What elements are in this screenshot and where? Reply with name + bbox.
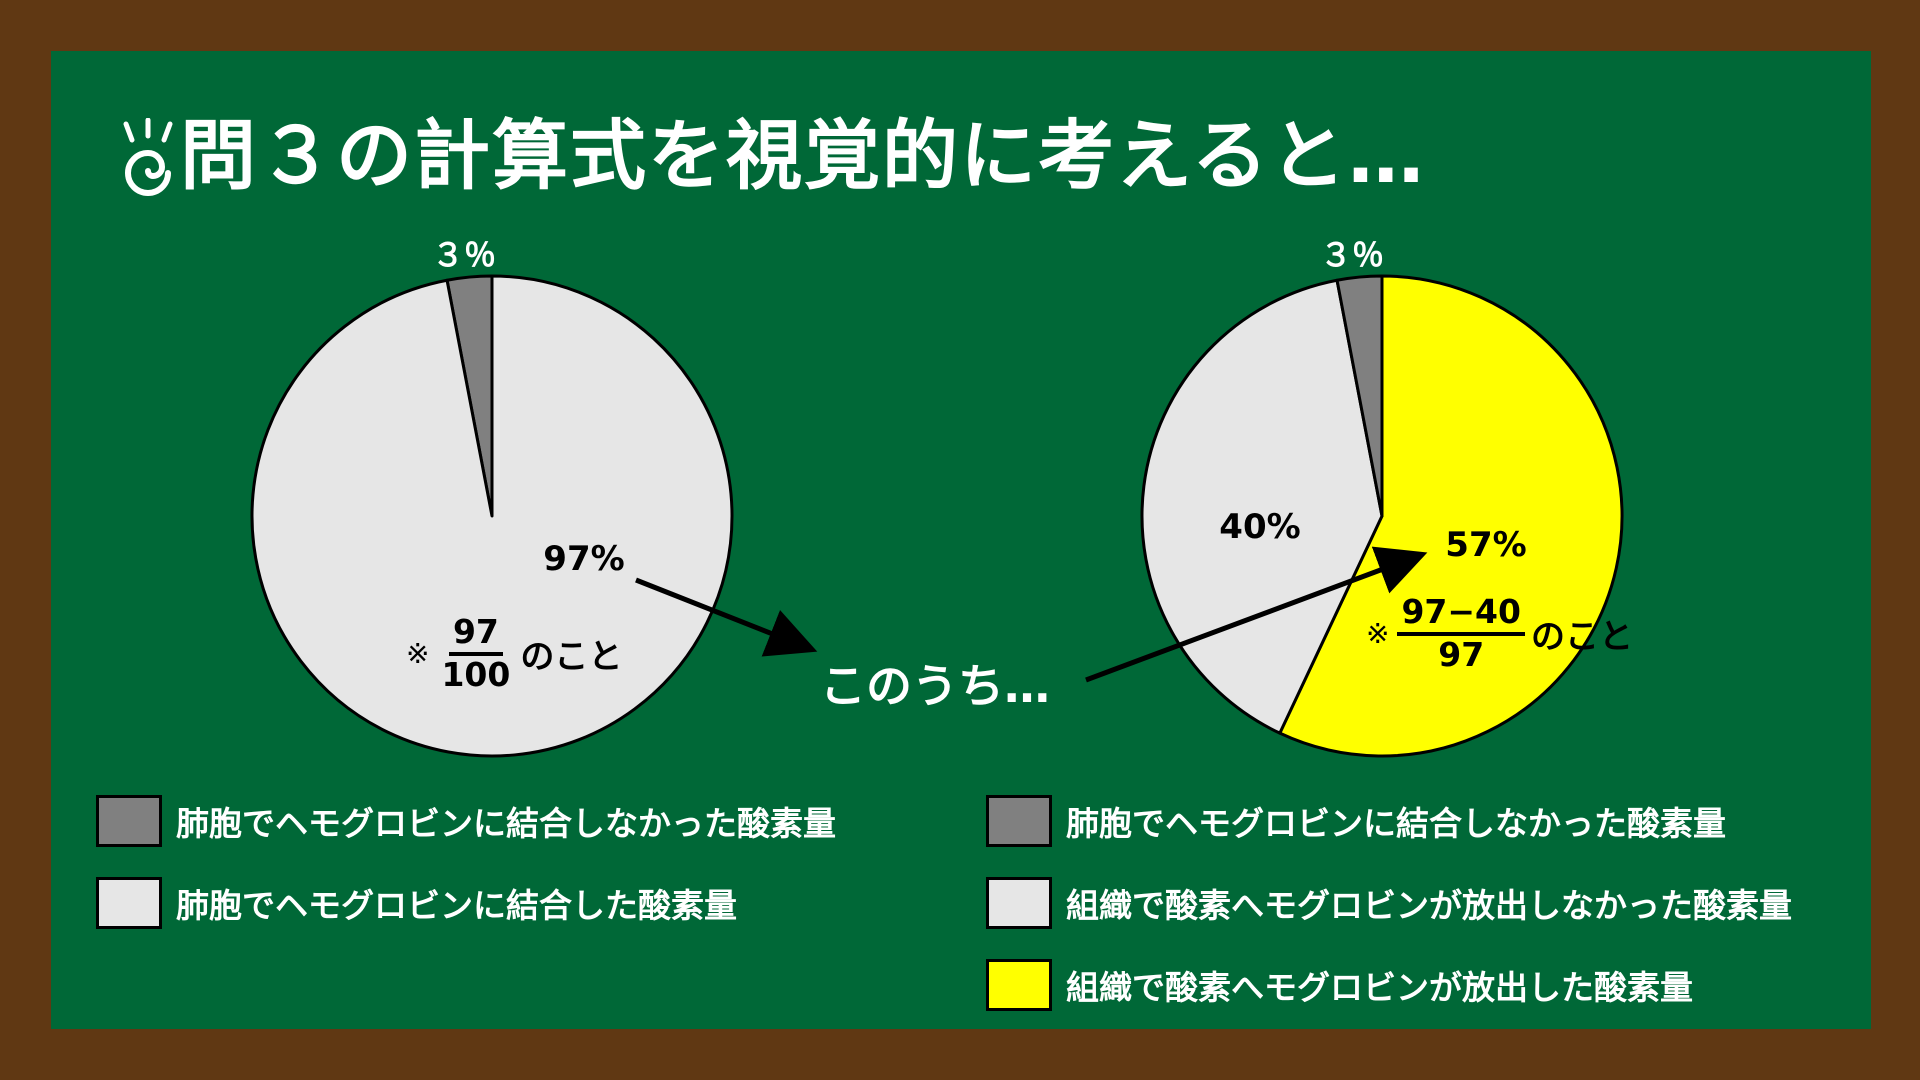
- legend-swatch-released: [986, 959, 1052, 1011]
- center-caption: このうち…: [820, 659, 1050, 713]
- legend-item: 肺胞でヘモグロビンに結合しなかった酸素量: [986, 792, 1792, 850]
- legend-item: 組織で酸素へモグロビンが放出した酸素量: [986, 956, 1792, 1014]
- legend-swatch-unbound: [96, 795, 162, 847]
- note-mark: ※: [1366, 617, 1390, 651]
- legend-label: 肺胞でヘモグロビンに結合しなかった酸素量: [176, 804, 836, 843]
- fraction-numerator: 97−40: [1397, 594, 1525, 636]
- fraction-denominator: 100: [441, 654, 511, 694]
- legend-swatch-unbound: [986, 795, 1052, 847]
- pie-chart-lung: ３％ 97%: [250, 236, 734, 758]
- fraction: 97−40 97: [1397, 594, 1525, 674]
- legend-swatch-not-released: [986, 877, 1052, 929]
- fraction-numerator: 97: [448, 614, 503, 656]
- slice-label: ３％: [1320, 236, 1384, 274]
- legend-tissue: 肺胞でヘモグロビンに結合しなかった酸素量 組織で酸素へモグロビンが放出しなかった…: [986, 792, 1792, 1014]
- idea-spiral-icon: [123, 118, 173, 196]
- note-formula-tissue: ※ 97−40 97 のこと: [1366, 594, 1633, 674]
- legend-lung: 肺胞でヘモグロビンに結合しなかった酸素量 肺胞でヘモグロビンに結合した酸素量: [96, 792, 836, 932]
- legend-label: 肺胞でヘモグロビンに結合した酸素量: [176, 886, 737, 925]
- pie-slice: [1335, 274, 1384, 518]
- legend-swatch-bound: [96, 877, 162, 929]
- note-mark: ※: [406, 637, 430, 671]
- slice-label: 97%: [543, 539, 624, 579]
- legend-label: 組織で酸素へモグロビンが放出しなかった酸素量: [1066, 886, 1792, 925]
- pie-chart-tissue: 57% 40% ３％: [1140, 236, 1624, 758]
- pie-slice: [250, 274, 734, 758]
- slice-label: ３％: [432, 236, 496, 274]
- legend-item: 組織で酸素へモグロビンが放出しなかった酸素量: [986, 874, 1792, 932]
- legend-label: 組織で酸素へモグロビンが放出した酸素量: [1066, 968, 1693, 1007]
- page-title: 問３の計算式を視覚的に考えると…: [180, 111, 1426, 200]
- fraction-denominator: 97: [1438, 634, 1485, 674]
- legend-item: 肺胞でヘモグロビンに結合しなかった酸素量: [96, 792, 836, 850]
- note-suffix: のこと: [1530, 617, 1633, 658]
- legend-item: 肺胞でヘモグロビンに結合した酸素量: [96, 874, 836, 932]
- slice-label: 57%: [1445, 525, 1526, 565]
- note-suffix: のこと: [520, 637, 623, 678]
- slice-label: 40%: [1219, 507, 1300, 547]
- fraction: 97 100: [437, 614, 514, 694]
- note-formula-lung: ※ 97 100 のこと: [406, 614, 623, 694]
- legend-label: 肺胞でヘモグロビンに結合しなかった酸素量: [1066, 804, 1726, 843]
